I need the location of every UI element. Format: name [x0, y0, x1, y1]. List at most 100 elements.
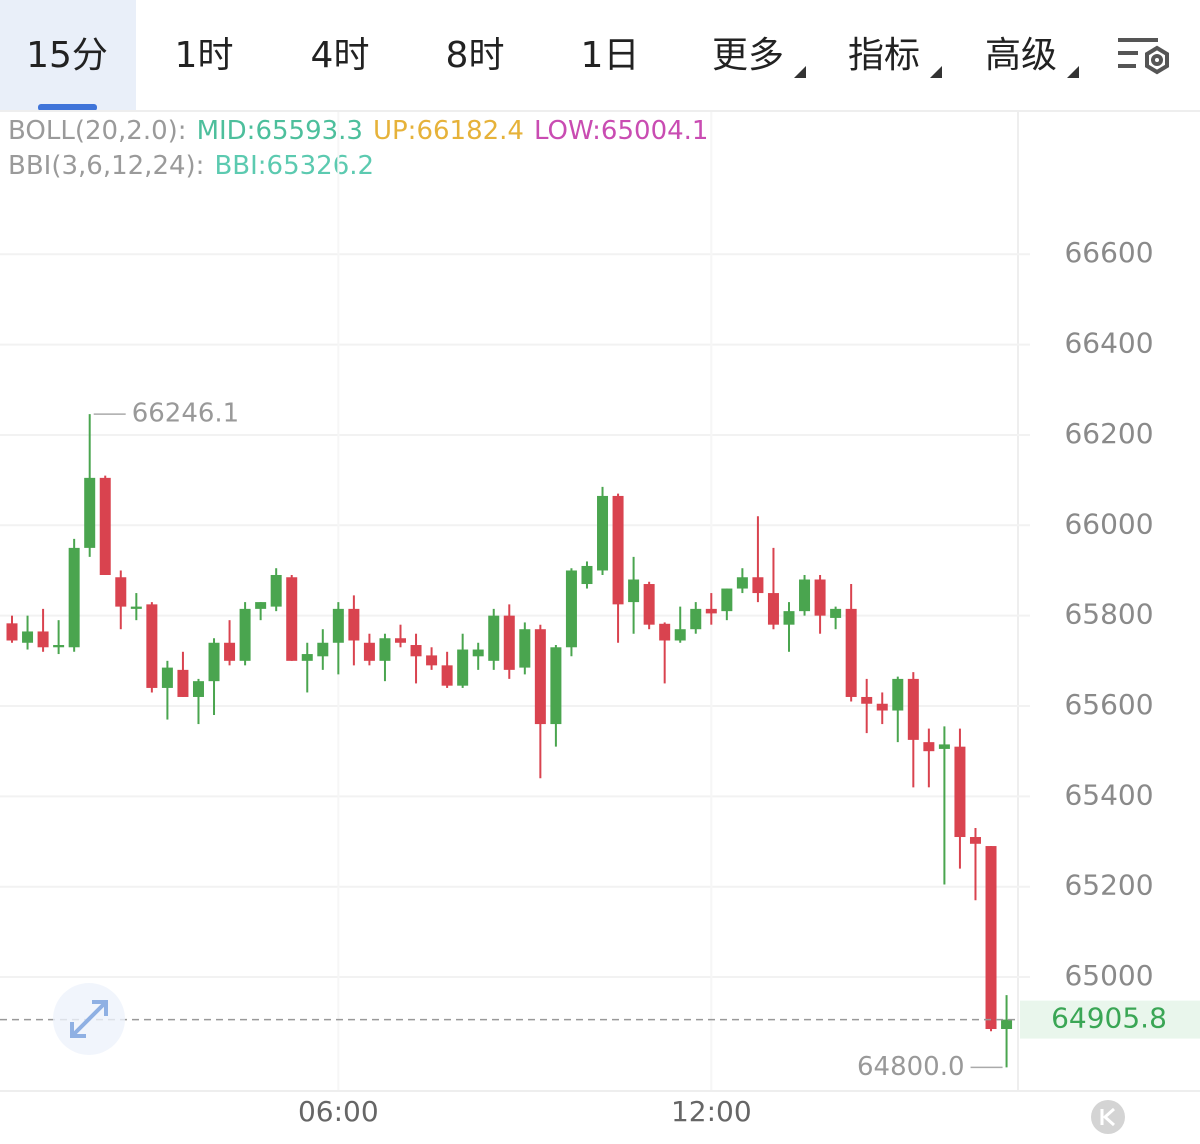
candle-body: [379, 638, 391, 661]
dropdown-caret: [1067, 66, 1079, 78]
candle-body: [270, 574, 282, 607]
legend-entry: LOW:65004.1: [534, 116, 708, 146]
candle-body: [332, 608, 344, 643]
candle-body: [395, 638, 406, 643]
candle-body: [938, 744, 950, 749]
candle-body: [488, 615, 500, 661]
candle-body: [6, 623, 18, 641]
legend-group-label: BOLL(20,2.0):: [8, 116, 187, 146]
scroll-to-latest-button[interactable]: [1091, 1100, 1125, 1134]
legend-entry: MID:65593.3: [197, 116, 363, 146]
candle-body: [550, 647, 562, 725]
candle-body: [830, 608, 842, 618]
candle-body: [317, 642, 329, 657]
candle-body: [68, 547, 80, 648]
candle-body: [503, 615, 515, 670]
candle-body: [767, 593, 779, 625]
candle-body: [736, 577, 748, 589]
fullscreen-button[interactable]: [53, 983, 125, 1055]
candle-body: [146, 604, 158, 688]
candle-body: [892, 678, 904, 711]
candle-body: [674, 629, 686, 641]
candle-body: [348, 608, 360, 641]
candle-body: [239, 608, 251, 661]
candle-body: [814, 579, 826, 616]
last-price-box: [1020, 1000, 1200, 1039]
candle-body: [426, 655, 438, 666]
candle-body: [985, 846, 997, 1030]
y-tick-label: 66600: [1064, 236, 1153, 269]
candle-body: [53, 645, 65, 648]
candle-body: [969, 837, 981, 844]
candle-body: [721, 588, 733, 612]
candle-body: [861, 696, 873, 704]
tab-bar: 15分 1时 4时 8时 1日 更多 指标 高级: [26, 35, 1057, 76]
candle-body: [643, 584, 655, 625]
candle-body: [208, 642, 220, 682]
candle-body: [845, 608, 857, 697]
candle-body: [1001, 1019, 1013, 1030]
legend-group-label: BBI(3,6,12,24):: [8, 151, 204, 181]
grid: 65000 65200 65400 65600 65800 66000 66200 66400…: [0, 112, 1154, 1128]
active-tab-indicator: [38, 104, 97, 111]
settings-icon[interactable]: [1118, 38, 1169, 75]
y-tick-label: 65000: [1064, 959, 1153, 992]
candle-body: [457, 649, 469, 686]
low-marker-label: 64800.0: [857, 1052, 965, 1082]
candle-body: [22, 631, 34, 643]
candle-body: [161, 667, 173, 688]
candle-body: [597, 495, 609, 571]
x-tick-label: 06:00: [298, 1095, 379, 1128]
y-tick-label: 65800: [1064, 598, 1153, 631]
candle-body: [752, 577, 764, 594]
high-marker-label: 66246.1: [132, 399, 240, 429]
tab[interactable]: 1日: [581, 35, 640, 76]
tab[interactable]: 更多: [712, 35, 784, 76]
legend: BOLL(20,2.0): MID:65593.3 UP:66182.4 LOW:65…: [8, 116, 708, 181]
y-tick-label: 66200: [1064, 417, 1153, 450]
tab[interactable]: 8时: [446, 35, 505, 76]
tab[interactable]: 指标: [848, 35, 920, 76]
tab[interactable]: 1时: [175, 35, 234, 76]
candle-body: [224, 642, 236, 661]
legend-row: BOLL(20,2.0): MID:65593.3 UP:66182.4 LOW:65…: [8, 116, 708, 146]
candle-body: [954, 746, 966, 838]
y-tick-label: 66400: [1064, 327, 1153, 360]
candle-body: [472, 649, 484, 657]
candle-body: [130, 606, 142, 609]
candle-body: [363, 642, 375, 661]
legend-entry: BBI:65326.2: [214, 151, 374, 181]
candle-body: [581, 565, 593, 585]
candles: [6, 414, 1013, 1068]
candle-body: [799, 579, 811, 612]
active-tab-bg: [0, 0, 136, 110]
y-tick-label: 65600: [1064, 688, 1153, 721]
tab[interactable]: 15分: [26, 35, 108, 76]
candle-body: [907, 678, 919, 740]
last-price-label: 64905.8: [1051, 1002, 1167, 1035]
candle-body: [115, 577, 127, 607]
tab[interactable]: 高级: [985, 35, 1057, 76]
candle-body: [690, 608, 702, 630]
candle-body: [519, 629, 531, 668]
y-tick-label: 65200: [1064, 869, 1153, 902]
candle-body: [410, 645, 422, 657]
y-tick-label: 65400: [1064, 778, 1153, 811]
candle-body: [628, 579, 640, 603]
candle-body: [659, 623, 671, 641]
dropdown-caret: [794, 66, 806, 78]
candle-body: [84, 477, 96, 548]
candle-body: [705, 608, 717, 614]
candle-body: [37, 631, 49, 648]
candle-body: [177, 669, 189, 697]
candle-body: [783, 611, 795, 625]
candle-body: [612, 495, 624, 605]
tab[interactable]: 4时: [311, 35, 370, 76]
candle-body: [923, 742, 935, 752]
candle-body: [301, 654, 313, 661]
y-tick-label: 66000: [1064, 507, 1153, 540]
candle-body: [876, 703, 888, 711]
legend-row: BBI(3,6,12,24): BBI:65326.2: [8, 151, 374, 181]
candle-body: [192, 681, 204, 697]
